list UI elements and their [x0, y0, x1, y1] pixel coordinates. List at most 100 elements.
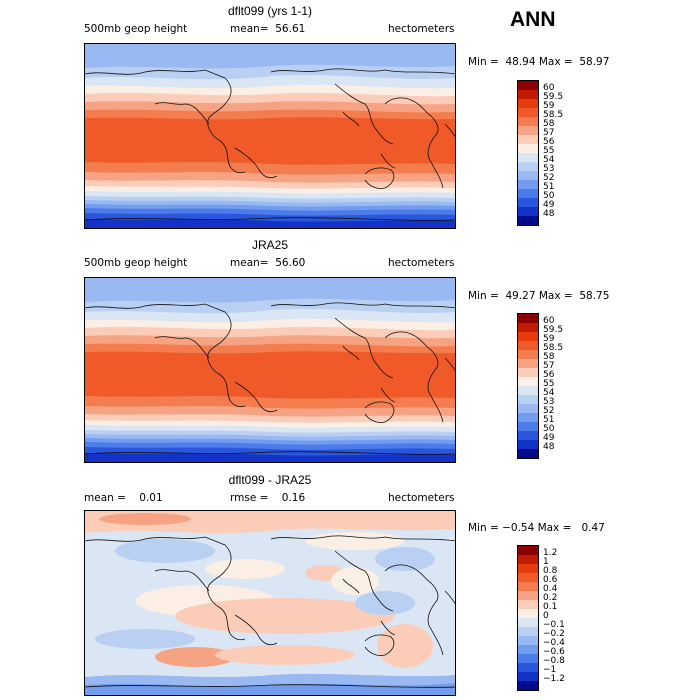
colorbar-tick-label: −1 [543, 665, 557, 675]
colorbar-swatch [518, 162, 538, 171]
colorbar-swatch [518, 332, 538, 341]
colorbar-swatch [518, 573, 538, 582]
panel1-title: dflt099 (yrs 1-1) [227, 4, 313, 18]
colorbar-swatch [518, 582, 538, 591]
colorbar-tick-label: 59 [543, 101, 555, 111]
panel1-units: hectometers [388, 23, 455, 35]
colorbar-tick-label: 58.5 [543, 110, 564, 120]
colorbar-swatch [518, 654, 538, 663]
colorbar-tick-label: 53 [543, 164, 555, 174]
colorbar-tick-label: 50 [543, 191, 555, 201]
colorbar-swatch [518, 627, 538, 636]
panel2-title: JRA25 [251, 238, 289, 252]
colorbar-tick-label: 51 [543, 415, 555, 425]
colorbar-swatch [518, 153, 538, 162]
colorbar-tick-label: 0.1 [543, 602, 558, 612]
colorbar-tick-label: 59.5 [543, 325, 564, 335]
colorbar-tick-label: 50 [543, 424, 555, 434]
colorbar-swatch [518, 449, 538, 458]
colorbar-swatch [518, 386, 538, 395]
colorbar-tick-label: 58 [543, 352, 555, 362]
colorbar-swatch [518, 99, 538, 108]
panel1-mean: mean= 56.61 [230, 23, 306, 35]
colorbar-swatch [518, 108, 538, 117]
panel2-colorbar [517, 313, 539, 459]
colorbar-tick-label: −0.6 [543, 647, 565, 657]
colorbar-tick-label: 0 [543, 611, 549, 621]
colorbar-swatch [518, 135, 538, 144]
colorbar-tick-label: 60 [543, 316, 555, 326]
colorbar-swatch [518, 645, 538, 654]
colorbar-tick-label: 59.5 [543, 92, 564, 102]
panel3-colorbar [517, 545, 539, 691]
panel3-rmse: rmse = 0.16 [230, 492, 306, 504]
colorbar-swatch [518, 171, 538, 180]
colorbar-swatch [518, 546, 538, 555]
colorbar-tick-label: −0.8 [543, 656, 565, 666]
colorbar-swatch [518, 216, 538, 225]
colorbar-swatch [518, 359, 538, 368]
colorbar-swatch [518, 81, 538, 90]
panel3-map [84, 510, 456, 696]
colorbar-swatch [518, 117, 538, 126]
colorbar-swatch [518, 126, 538, 135]
colorbar-tick-label: 49 [543, 200, 555, 210]
colorbar-swatch [518, 609, 538, 618]
colorbar-swatch [518, 90, 538, 99]
colorbar-tick-label: 58 [543, 119, 555, 129]
colorbar-tick-label: 0.4 [543, 584, 558, 594]
panel1-minmax: Min = 48.94 Max = 58.97 [468, 56, 610, 68]
colorbar-swatch [518, 198, 538, 207]
colorbar-tick-label: 55 [543, 379, 555, 389]
panel3-mean: mean = 0.01 [84, 492, 163, 504]
colorbar-swatch [518, 404, 538, 413]
colorbar-tick-label: 0.8 [543, 566, 558, 576]
colorbar-swatch [518, 377, 538, 386]
colorbar-tick-label: 56 [543, 370, 555, 380]
colorbar-swatch [518, 368, 538, 377]
colorbar-swatch [518, 555, 538, 564]
colorbar-swatch [518, 422, 538, 431]
colorbar-tick-label: 1 [543, 557, 549, 567]
colorbar-swatch [518, 564, 538, 573]
colorbar-tick-label: 58.5 [543, 343, 564, 353]
colorbar-tick-label: 60 [543, 83, 555, 93]
colorbar-tick-label: 57 [543, 128, 555, 138]
colorbar-tick-label: 52 [543, 173, 555, 183]
colorbar-tick-label: 51 [543, 182, 555, 192]
panel2-minmax: Min = 49.27 Max = 58.75 [468, 290, 610, 302]
colorbar-swatch [518, 663, 538, 672]
colorbar-swatch [518, 672, 538, 681]
colorbar-tick-label: 48 [543, 209, 555, 219]
colorbar-swatch [518, 323, 538, 332]
colorbar-tick-label: 57 [543, 361, 555, 371]
colorbar-swatch [518, 681, 538, 690]
panel1-colorbar [517, 80, 539, 226]
colorbar-tick-label: 55 [543, 146, 555, 156]
panel2-field: 500mb geop height [84, 257, 188, 269]
colorbar-tick-label: −0.2 [543, 629, 565, 639]
season-label: ANN [510, 8, 556, 31]
colorbar-swatch [518, 440, 538, 449]
colorbar-swatch [518, 618, 538, 627]
panel3-title: dflt099 - JRA25 [228, 473, 312, 487]
colorbar-tick-label: 54 [543, 388, 555, 398]
colorbar-swatch [518, 189, 538, 198]
panel3-minmax: Min = −0.54 Max = 0.47 [468, 522, 605, 534]
colorbar-tick-label: −1.2 [543, 674, 565, 684]
colorbar-tick-label: 54 [543, 155, 555, 165]
colorbar-swatch [518, 591, 538, 600]
colorbar-swatch [518, 314, 538, 323]
colorbar-tick-label: 53 [543, 397, 555, 407]
panel2-map [84, 277, 456, 463]
colorbar-swatch [518, 600, 538, 609]
colorbar-tick-label: −0.1 [543, 620, 565, 630]
colorbar-tick-label: 1.2 [543, 548, 558, 558]
panel2-units: hectometers [388, 257, 455, 269]
colorbar-tick-label: −0.4 [543, 638, 565, 648]
colorbar-swatch [518, 431, 538, 440]
colorbar-swatch [518, 636, 538, 645]
colorbar-tick-label: 0.2 [543, 593, 558, 603]
panel1-map [84, 43, 456, 229]
colorbar-swatch [518, 144, 538, 153]
